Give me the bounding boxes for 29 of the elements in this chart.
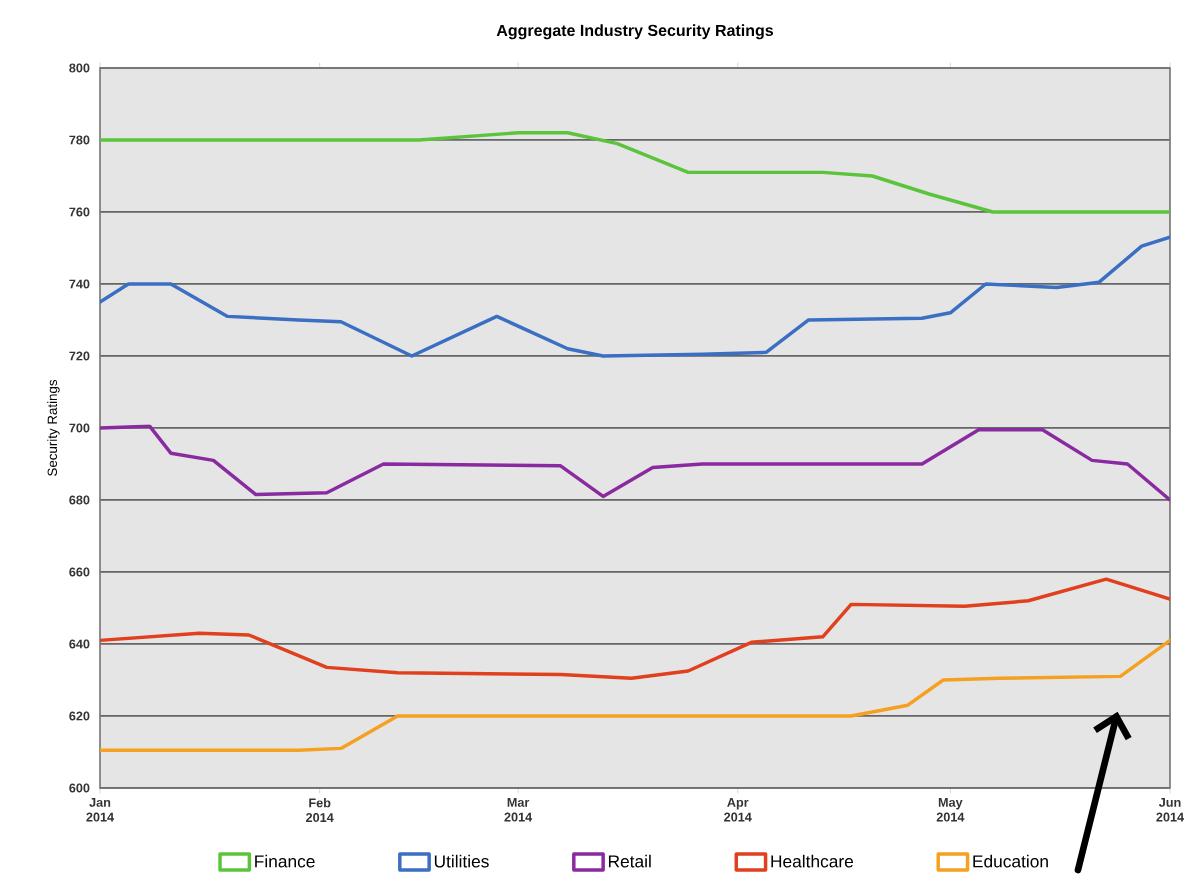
x-tick-label: Mar 2014	[504, 798, 533, 822]
x-tick-label: Feb 2014	[306, 798, 334, 822]
legend-label: Education	[973, 854, 1048, 868]
x-tick-label: May 2014	[936, 798, 965, 822]
x-tick-label: Jun 2014	[1156, 798, 1185, 822]
line-series	[100, 638, 1170, 752]
y-tick-label: 660	[69, 567, 90, 577]
y-tick-label: 700	[69, 423, 90, 433]
y-tick-label: 780	[69, 135, 90, 145]
y-tick-label: 740	[69, 279, 90, 289]
line-series	[100, 424, 1170, 502]
line-series	[100, 235, 1170, 358]
chart-title: Aggregate Industry Security Ratings	[496, 24, 774, 40]
y-tick-label: 760	[69, 207, 90, 217]
x-tick-label: Jan 2014	[86, 798, 115, 822]
legend-label: Retail	[608, 854, 651, 868]
legend-label: Healthcare	[771, 854, 854, 868]
y-tick-label: 640	[69, 639, 90, 649]
legend-label: Utilities	[434, 854, 489, 868]
x-tick-label: Apr 2014	[724, 798, 752, 822]
y-tick-label: 680	[69, 495, 90, 505]
y-tick-label: 720	[69, 351, 90, 361]
line-series	[100, 577, 1170, 680]
y-axis-title: Security Ratings	[47, 379, 60, 476]
legend-label: Finance	[255, 854, 315, 868]
y-tick-label: 600	[69, 783, 90, 793]
y-tick-label: 620	[69, 711, 90, 721]
y-tick-label: 800	[69, 63, 90, 73]
line-series	[100, 131, 1170, 214]
